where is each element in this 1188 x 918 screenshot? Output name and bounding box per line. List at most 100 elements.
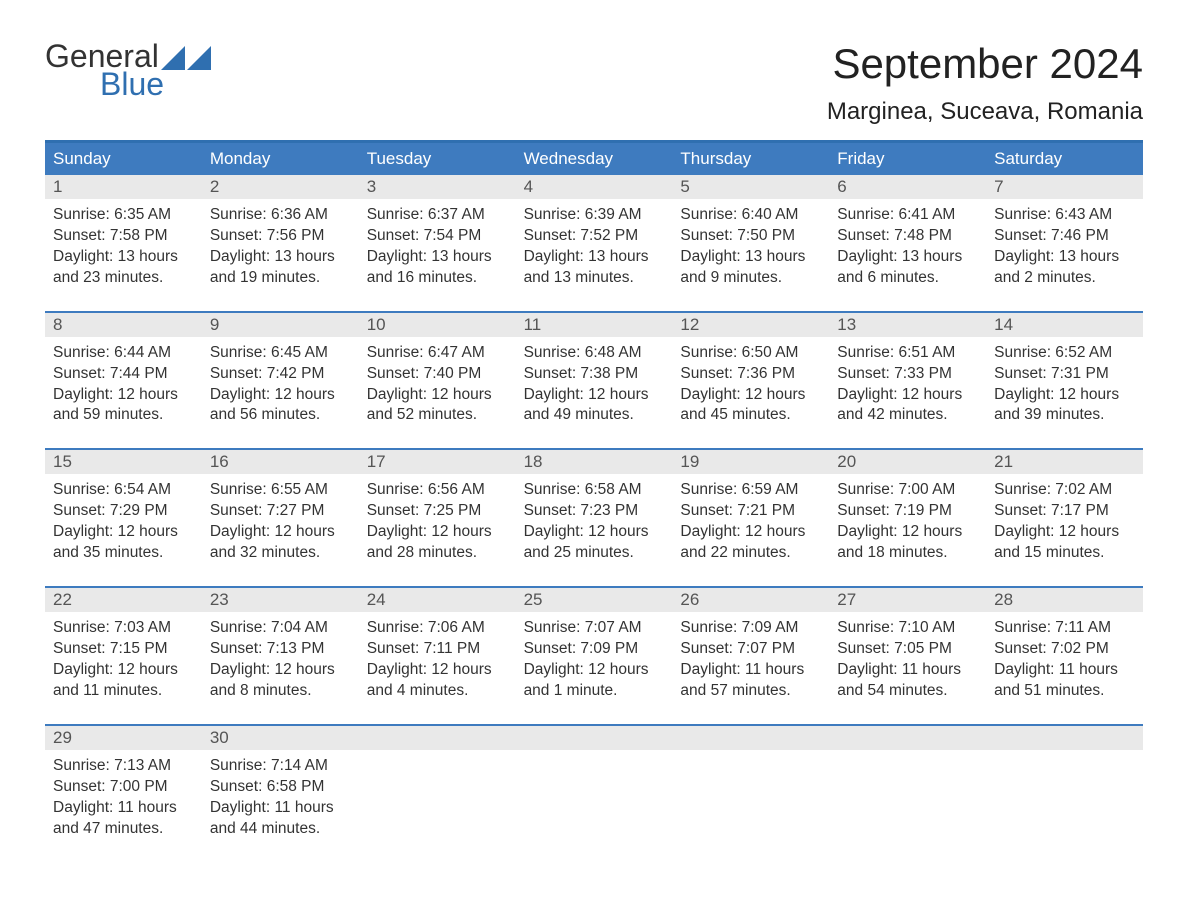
sunset-text: Sunset: 7:15 PM [53,639,194,660]
sunrise-text: Sunrise: 7:14 AM [210,756,351,777]
calendar-cell: Sunrise: 7:11 AMSunset: 7:02 PMDaylight:… [986,612,1143,710]
week-row: 1234567Sunrise: 6:35 AMSunset: 7:58 PMDa… [45,175,1143,297]
day-number: 22 [45,588,202,612]
sunset-text: Sunset: 7:40 PM [367,364,508,385]
calendar-cell: Sunrise: 7:09 AMSunset: 7:07 PMDaylight:… [672,612,829,710]
calendar-cell: Sunrise: 6:37 AMSunset: 7:54 PMDaylight:… [359,199,516,297]
week-row: 891011121314Sunrise: 6:44 AMSunset: 7:44… [45,311,1143,435]
calendar-cell: Sunrise: 6:35 AMSunset: 7:58 PMDaylight:… [45,199,202,297]
day-number: 17 [359,450,516,474]
daylight-line1: Daylight: 11 hours [53,798,194,819]
sunset-text: Sunset: 7:36 PM [680,364,821,385]
daylight-line1: Daylight: 12 hours [994,385,1135,406]
daynum-row: 22232425262728 [45,588,1143,612]
day-header-wednesday: Wednesday [516,143,673,175]
daylight-line2: and 25 minutes. [524,543,665,564]
day-number [986,726,1143,750]
daylight-line1: Daylight: 12 hours [524,522,665,543]
daylight-line2: and 6 minutes. [837,268,978,289]
daylight-line1: Daylight: 11 hours [680,660,821,681]
day-number [672,726,829,750]
day-number [829,726,986,750]
daylight-line2: and 45 minutes. [680,405,821,426]
sunset-text: Sunset: 7:02 PM [994,639,1135,660]
calendar-cell: Sunrise: 7:13 AMSunset: 7:00 PMDaylight:… [45,750,202,848]
day-number: 23 [202,588,359,612]
daylight-line1: Daylight: 12 hours [994,522,1135,543]
title-block: September 2024 Marginea, Suceava, Romani… [827,40,1143,126]
calendar-cell: Sunrise: 6:55 AMSunset: 7:27 PMDaylight:… [202,474,359,572]
day-number: 3 [359,175,516,199]
daylight-line1: Daylight: 12 hours [680,522,821,543]
calendar-cell [672,750,829,848]
daylight-line1: Daylight: 12 hours [367,522,508,543]
calendar-cell: Sunrise: 7:04 AMSunset: 7:13 PMDaylight:… [202,612,359,710]
sunrise-text: Sunrise: 6:40 AM [680,205,821,226]
daylight-line2: and 19 minutes. [210,268,351,289]
sunrise-text: Sunrise: 6:35 AM [53,205,194,226]
day-number: 21 [986,450,1143,474]
day-header-tuesday: Tuesday [359,143,516,175]
calendar-cell: Sunrise: 6:39 AMSunset: 7:52 PMDaylight:… [516,199,673,297]
daylight-line1: Daylight: 13 hours [680,247,821,268]
daylight-line2: and 11 minutes. [53,681,194,702]
day-number: 1 [45,175,202,199]
day-number: 5 [672,175,829,199]
calendar-cell: Sunrise: 6:56 AMSunset: 7:25 PMDaylight:… [359,474,516,572]
day-number [359,726,516,750]
sunrise-text: Sunrise: 7:11 AM [994,618,1135,639]
calendar-cell: Sunrise: 6:36 AMSunset: 7:56 PMDaylight:… [202,199,359,297]
calendar-cell: Sunrise: 7:06 AMSunset: 7:11 PMDaylight:… [359,612,516,710]
sunrise-text: Sunrise: 6:43 AM [994,205,1135,226]
sunrise-text: Sunrise: 6:47 AM [367,343,508,364]
sunrise-text: Sunrise: 7:07 AM [524,618,665,639]
daylight-line1: Daylight: 12 hours [680,385,821,406]
calendar-cell: Sunrise: 6:41 AMSunset: 7:48 PMDaylight:… [829,199,986,297]
daylight-line2: and 2 minutes. [994,268,1135,289]
sunrise-text: Sunrise: 6:41 AM [837,205,978,226]
sunrise-text: Sunrise: 6:45 AM [210,343,351,364]
daynum-row: 891011121314 [45,313,1143,337]
calendar-cell: Sunrise: 7:07 AMSunset: 7:09 PMDaylight:… [516,612,673,710]
day-number: 27 [829,588,986,612]
daylight-line2: and 32 minutes. [210,543,351,564]
sunrise-text: Sunrise: 7:10 AM [837,618,978,639]
sunset-text: Sunset: 7:23 PM [524,501,665,522]
day-header-friday: Friday [829,143,986,175]
week-row: 15161718192021Sunrise: 6:54 AMSunset: 7:… [45,448,1143,572]
daynum-row: 2930 [45,726,1143,750]
sunrise-text: Sunrise: 7:00 AM [837,480,978,501]
daylight-line2: and 35 minutes. [53,543,194,564]
location-text: Marginea, Suceava, Romania [827,98,1143,126]
sunrise-text: Sunrise: 6:56 AM [367,480,508,501]
sunset-text: Sunset: 7:09 PM [524,639,665,660]
day-number: 2 [202,175,359,199]
sunrise-text: Sunrise: 7:06 AM [367,618,508,639]
daylight-line2: and 52 minutes. [367,405,508,426]
sunset-text: Sunset: 7:46 PM [994,226,1135,247]
sunrise-text: Sunrise: 6:48 AM [524,343,665,364]
sunset-text: Sunset: 7:00 PM [53,777,194,798]
calendar-cell: Sunrise: 6:52 AMSunset: 7:31 PMDaylight:… [986,337,1143,435]
daylight-line1: Daylight: 13 hours [994,247,1135,268]
sunset-text: Sunset: 7:13 PM [210,639,351,660]
sunrise-text: Sunrise: 6:37 AM [367,205,508,226]
day-number: 28 [986,588,1143,612]
daylight-line1: Daylight: 12 hours [210,660,351,681]
daylight-line2: and 57 minutes. [680,681,821,702]
daylight-line1: Daylight: 12 hours [524,660,665,681]
calendar-cell: Sunrise: 7:14 AMSunset: 6:58 PMDaylight:… [202,750,359,848]
day-number: 8 [45,313,202,337]
day-header-saturday: Saturday [986,143,1143,175]
daylight-line1: Daylight: 11 hours [837,660,978,681]
daylight-line1: Daylight: 13 hours [837,247,978,268]
calendar-cell: Sunrise: 6:58 AMSunset: 7:23 PMDaylight:… [516,474,673,572]
daylight-line2: and 16 minutes. [367,268,508,289]
daylight-line1: Daylight: 11 hours [210,798,351,819]
sunrise-text: Sunrise: 6:58 AM [524,480,665,501]
daylight-line1: Daylight: 13 hours [53,247,194,268]
sunrise-text: Sunrise: 7:13 AM [53,756,194,777]
daylight-line2: and 44 minutes. [210,819,351,840]
daylight-line1: Daylight: 12 hours [53,660,194,681]
daylight-line2: and 15 minutes. [994,543,1135,564]
